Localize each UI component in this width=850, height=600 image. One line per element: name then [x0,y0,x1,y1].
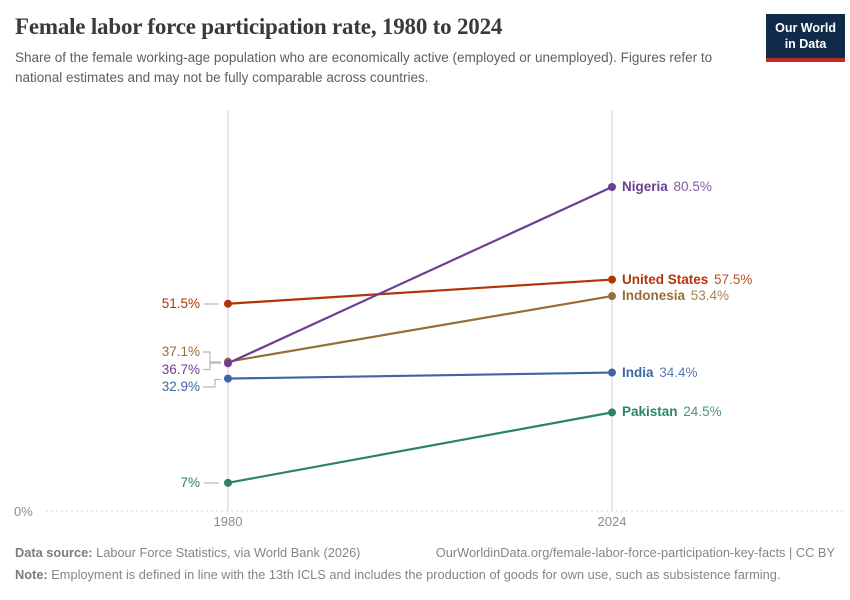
y-tick-zero: 0% [14,504,33,519]
owid-logo-line1: Our World [775,21,836,35]
series-start-value-nigeria: 36.7% [161,361,200,377]
series-line-india[interactable] [227,371,613,380]
series-name-united-states: United States [622,271,709,287]
series-dot-nigeria-start[interactable] [224,359,232,368]
series-dot-pakistan-start[interactable] [224,478,232,487]
series-dot-india-start[interactable] [224,374,232,383]
series-start-value-indonesia: 37.1% [161,344,200,359]
data-source-label: Data source: [15,545,93,560]
chart-footer: Data source: Labour Force Statistics, vi… [15,543,835,585]
series-start-value-united-states: 51.5% [161,296,200,311]
series-dot-indonesia-end[interactable] [608,292,616,301]
series-dot-united-states-start[interactable] [224,299,232,308]
owid-logo-line2: in Data [784,37,827,52]
series-name-nigeria: Nigeria [622,179,668,194]
series-name-india: India [622,364,654,380]
series-label-nigeria[interactable]: Nigeria 80.5% [622,178,712,196]
data-source-line: Data source: Labour Force Statistics, vi… [15,543,360,563]
data-source-text: Labour Force Statistics, via World Bank … [96,545,361,560]
chart-title: Female labor force participation rate, 1… [15,14,503,39]
x-tick-1980: 1980 [213,514,243,529]
series-name-indonesia: Indonesia [622,288,686,304]
series-line-pakistan[interactable] [227,411,613,484]
footer-note-text: Employment is defined in line with the 1… [51,567,781,582]
series-end-value-pakistan: 24.5% [683,404,722,420]
series-line-indonesia[interactable] [227,294,613,363]
label-connector-nigeria [203,362,221,371]
series-label-united-states[interactable]: United States 57.5% [622,271,752,289]
label-connector-india [203,378,221,388]
footer-note-label: Note: [15,567,48,582]
series-dot-nigeria-end[interactable] [608,183,616,192]
label-connector-indonesia [203,351,221,363]
series-dot-united-states-end[interactable] [608,275,616,284]
series-name-pakistan: Pakistan [622,404,678,420]
series-start-value-pakistan: 7% [180,475,200,490]
series-end-value-nigeria: 80.5% [673,179,712,194]
series-dot-india-end[interactable] [608,368,616,377]
footer-note: Note: Employment is defined in line with… [15,565,835,585]
series-end-value-india: 34.4% [659,364,698,380]
series-label-india[interactable]: India 34.4% [622,364,698,382]
chart-header: Female labor force participation rate, 1… [15,14,850,87]
series-end-value-united-states: 57.5% [714,271,753,287]
series-end-value-indonesia: 53.4% [690,288,730,304]
series-line-united-states[interactable] [227,278,613,305]
series-start-value-india: 32.9% [161,379,200,394]
x-tick-2024: 2024 [597,514,627,529]
series-label-pakistan[interactable]: Pakistan 24.5% [622,403,722,421]
chart-subtitle: Share of the female working-age populati… [15,50,713,85]
series-dot-pakistan-end[interactable] [608,408,616,417]
series-label-indonesia[interactable]: Indonesia 53.4% [622,287,729,305]
series-line-nigeria[interactable] [227,186,613,365]
owid-logo[interactable]: Our World in Data [766,14,845,62]
footer-url[interactable]: OurWorldinData.org/female-labor-force-pa… [435,545,835,560]
